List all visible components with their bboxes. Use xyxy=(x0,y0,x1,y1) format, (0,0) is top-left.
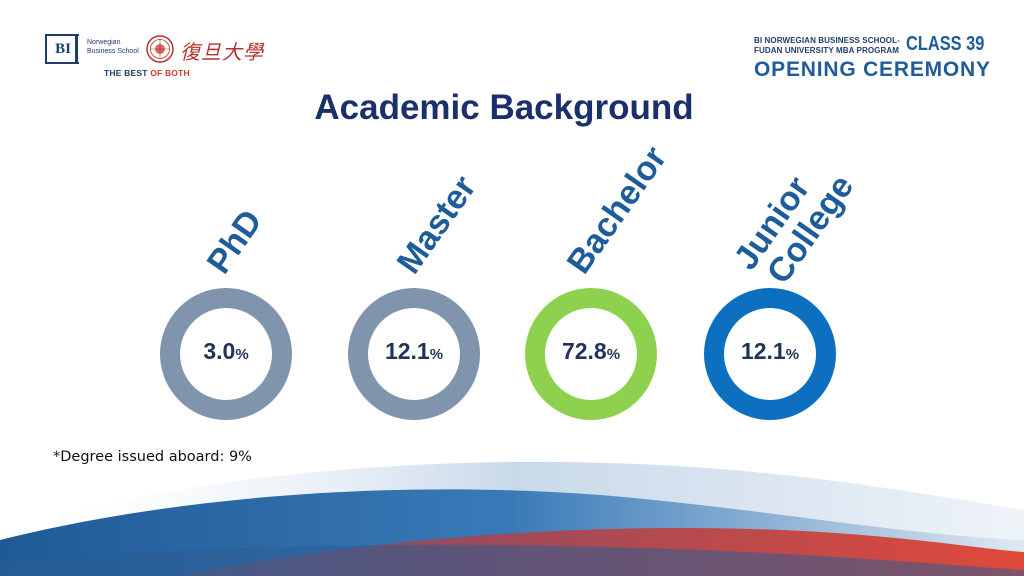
tagline: THE BEST OF BOTH xyxy=(104,68,190,78)
event-label: OPENING CEREMONY xyxy=(754,58,991,81)
ring-bachelor: 72.8% xyxy=(525,288,657,420)
ring-bachelor-center: 72.8% xyxy=(545,308,637,400)
ring-junior-college: 12.1% xyxy=(704,288,836,420)
bi-name-line2: Business School xyxy=(87,48,139,55)
ring-junior-college-value: 12.1 xyxy=(740,338,786,364)
ring-master-unit: % xyxy=(429,346,444,363)
ring-phd-center: 3.0% xyxy=(180,308,272,400)
ring-master-center: 12.1% xyxy=(368,308,460,400)
ring-junior-college-center: 12.1% xyxy=(724,308,816,400)
tagline-suffix: OF BOTH xyxy=(150,68,190,78)
ring-master-value: 12.1 xyxy=(384,338,430,364)
decorative-waves xyxy=(0,461,1024,576)
bi-logo-text: BI xyxy=(55,40,71,57)
program-name: BI NORWEGIAN BUSINESS SCHOOL- FUDAN UNIV… xyxy=(754,36,900,56)
bi-logo: BI xyxy=(45,34,79,64)
tagline-prefix: THE BEST xyxy=(104,68,151,78)
ring-phd-unit: % xyxy=(235,346,249,363)
ring-phd-value: 3.0 xyxy=(203,338,236,364)
ring-master: 12.1% xyxy=(348,288,480,420)
ring-phd: 3.0% xyxy=(160,288,292,420)
program-line2: FUDAN UNIVERSITY MBA PROGRAM xyxy=(754,46,900,55)
class-label: CLASS 39 xyxy=(906,33,985,55)
fudan-seal-icon xyxy=(146,35,174,63)
degree-label-bachelor: Bachelor xyxy=(559,139,675,281)
bi-logo-bar xyxy=(75,34,78,64)
bi-school-name: Norwegian Business School xyxy=(87,38,139,56)
program-line1: BI NORWEGIAN BUSINESS SCHOOL- xyxy=(754,36,900,45)
ring-bachelor-value: 72.8 xyxy=(561,338,607,364)
ring-junior-college-unit: % xyxy=(785,346,800,363)
footnote: *Degree issued aboard: 9% xyxy=(53,449,252,465)
bi-name-line1: Norwegian xyxy=(87,39,121,46)
degree-label-master: Master xyxy=(389,168,484,281)
page-title: Academic Background xyxy=(314,88,694,127)
degree-label-phd: PhD xyxy=(199,203,270,281)
ring-bachelor-unit: % xyxy=(606,346,621,363)
fudan-script-logo: 復旦大學 xyxy=(180,40,264,64)
